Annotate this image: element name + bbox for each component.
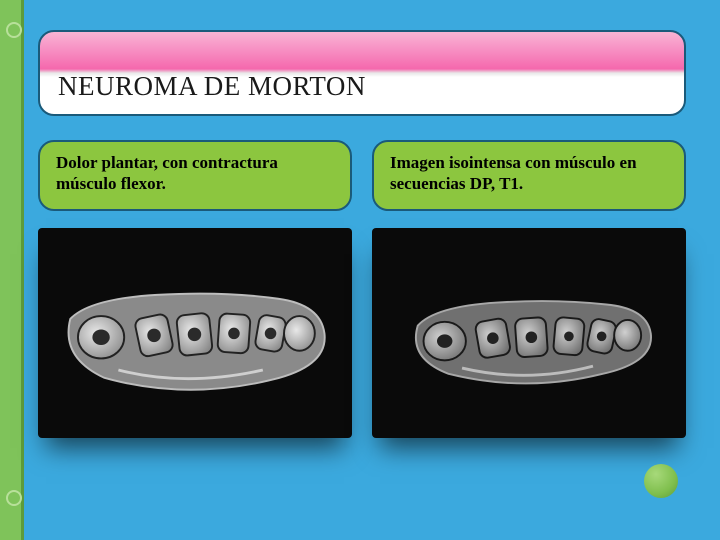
title-banner: NEUROMA DE MORTON bbox=[38, 30, 686, 116]
slide-rail bbox=[0, 0, 24, 540]
caption-row: Dolor plantar, con contractura músculo f… bbox=[38, 140, 686, 211]
mri-right-image bbox=[385, 266, 674, 401]
caption-left: Dolor plantar, con contractura músculo f… bbox=[38, 140, 352, 211]
image-row bbox=[38, 228, 686, 438]
mri-left-panel bbox=[38, 228, 352, 438]
slide-title: NEUROMA DE MORTON bbox=[58, 71, 366, 102]
mri-left-image bbox=[51, 266, 340, 401]
caption-right: Imagen isointensa con músculo en secuenc… bbox=[372, 140, 686, 211]
corner-accent-dot bbox=[644, 464, 678, 498]
mri-right-panel bbox=[372, 228, 686, 438]
